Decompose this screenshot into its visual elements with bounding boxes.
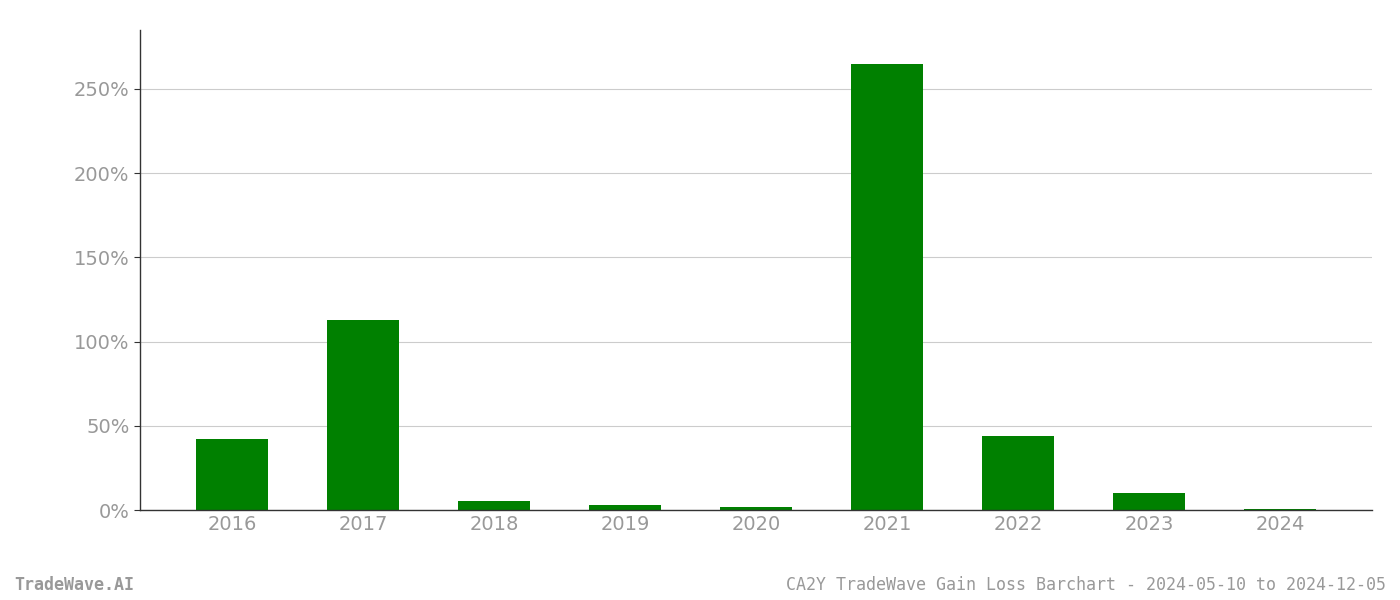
Bar <box>196 439 267 510</box>
Bar <box>981 436 1054 510</box>
Bar <box>589 505 661 510</box>
Bar <box>328 320 399 510</box>
Bar <box>458 501 531 510</box>
Bar <box>1113 493 1184 510</box>
Text: TradeWave.AI: TradeWave.AI <box>14 576 134 594</box>
Bar <box>1245 509 1316 510</box>
Text: CA2Y TradeWave Gain Loss Barchart - 2024-05-10 to 2024-12-05: CA2Y TradeWave Gain Loss Barchart - 2024… <box>785 576 1386 594</box>
Bar <box>851 64 923 510</box>
Bar <box>720 508 792 510</box>
